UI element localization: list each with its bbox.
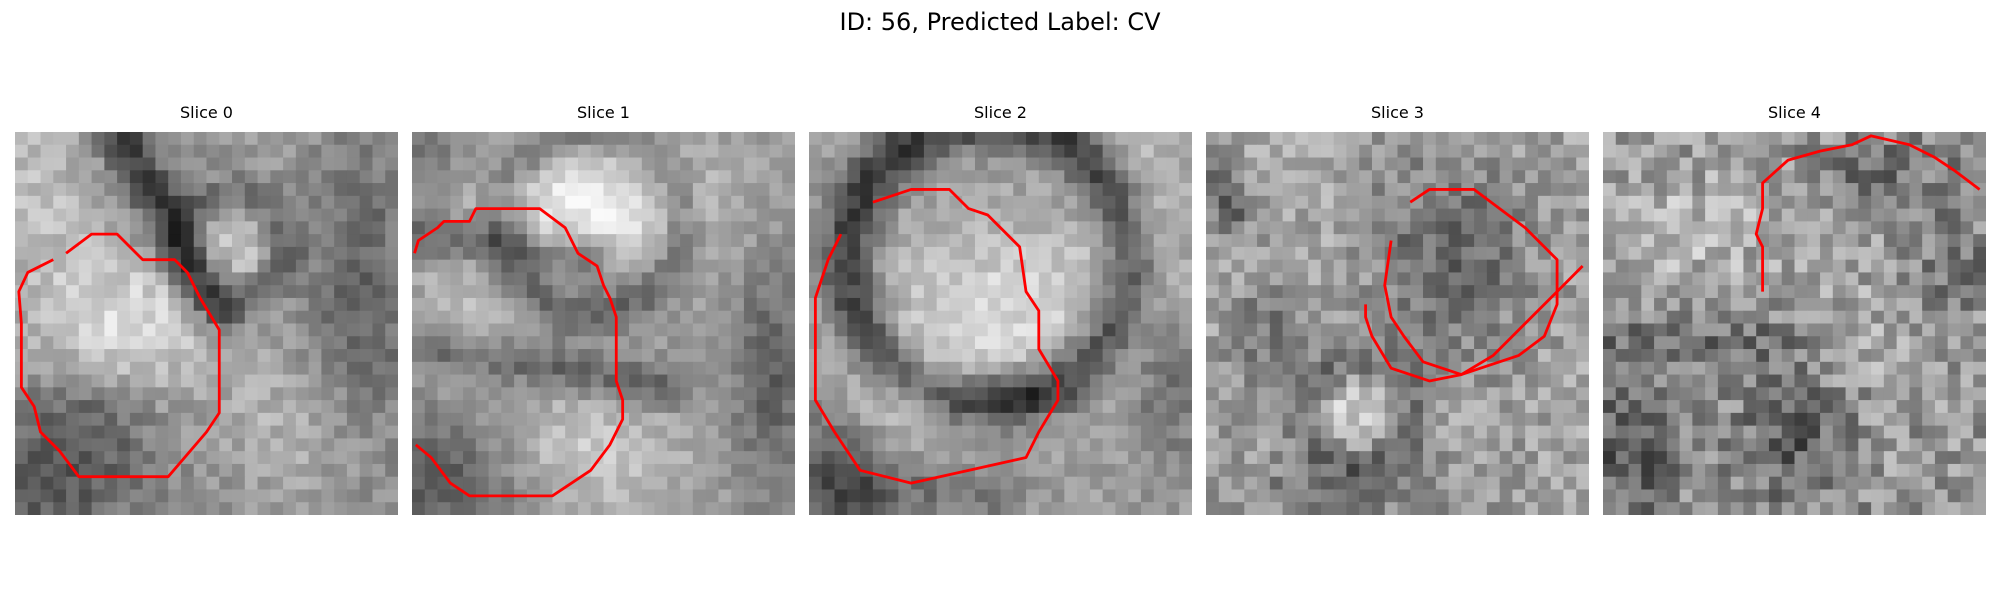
slice-panel-0: Slice 0 [15, 102, 398, 515]
slice-title-0: Slice 0 [180, 103, 233, 122]
slice-panel-2: Slice 2 [809, 102, 1192, 515]
slice-panel-4: Slice 4 [1603, 102, 1986, 515]
slice-image-2 [809, 132, 1192, 515]
slice-image-0 [15, 132, 398, 515]
slice-image-3 [1206, 132, 1589, 515]
segmentation-contour [1383, 188, 1559, 376]
segmentation-contour [1754, 134, 1981, 292]
slice-image-4 [1603, 132, 1986, 515]
slice-title-4: Slice 4 [1768, 103, 1821, 122]
slice-panel-1: Slice 1 [412, 102, 795, 515]
slice-image-1 [412, 132, 795, 515]
slice-panel-3: Slice 3 [1206, 102, 1589, 515]
segmentation-contour [17, 232, 221, 479]
segmentation-contour [1364, 265, 1584, 383]
slice-title-2: Slice 2 [974, 103, 1027, 122]
slice-title-1: Slice 1 [577, 103, 630, 122]
slice-title-3: Slice 3 [1371, 103, 1424, 122]
segmentation-contour [813, 188, 1060, 485]
segmentation-contour [413, 207, 625, 498]
figure-title: ID: 56, Predicted Label: CV [839, 8, 1161, 36]
